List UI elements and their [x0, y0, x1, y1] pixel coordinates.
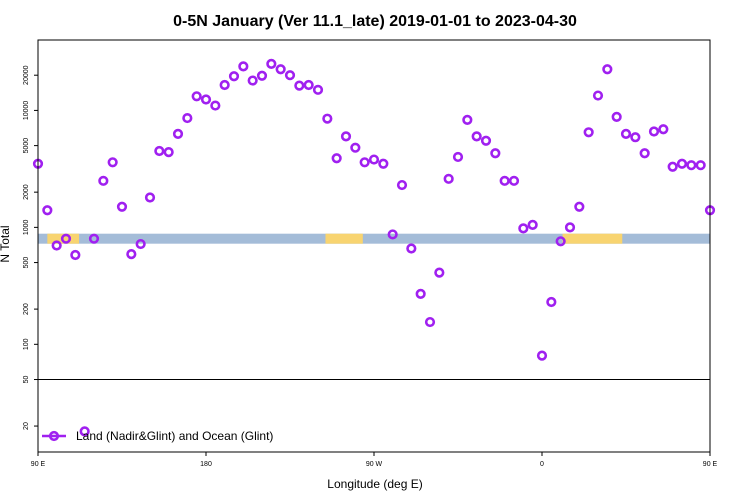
- data-point: [462, 114, 473, 125]
- legend: Land (Nadir&Glint) and Ocean (Glint): [42, 429, 273, 443]
- data-point: [266, 58, 277, 69]
- data-point: [592, 90, 604, 101]
- data-point: [611, 111, 622, 123]
- data-point: [135, 238, 146, 250]
- data-point: [331, 153, 342, 164]
- y-tick-label: 20: [23, 422, 30, 430]
- data-point: [98, 175, 109, 186]
- data-point: [620, 128, 632, 139]
- data-point: [574, 201, 585, 212]
- legend-marker: [48, 430, 60, 442]
- points-layer: [32, 58, 716, 437]
- data-point: [452, 151, 464, 163]
- x-tick-label: 90 E: [703, 461, 718, 468]
- data-point: [294, 80, 305, 91]
- land-segment: [562, 233, 623, 244]
- data-point: [144, 192, 156, 203]
- data-point: [406, 243, 417, 254]
- data-point: [256, 70, 268, 81]
- plot-frame: [37, 39, 711, 453]
- data-point: [200, 94, 212, 105]
- data-point: [107, 157, 118, 168]
- y-tick-label: 200: [23, 303, 30, 315]
- data-point: [583, 127, 594, 138]
- data-point: [695, 160, 706, 171]
- land-segment: [325, 233, 363, 244]
- data-point: [434, 267, 445, 278]
- y-axis-label: N Total: [0, 225, 12, 262]
- legend-label: Land (Nadir&Glint) and Ocean (Glint): [76, 429, 273, 443]
- data-point: [126, 249, 137, 260]
- y-tick-label: 1000: [23, 219, 30, 235]
- data-point: [378, 158, 389, 169]
- data-point: [602, 64, 613, 75]
- data-point: [42, 205, 53, 216]
- data-point: [163, 147, 174, 158]
- y-tick-label: 50: [23, 376, 30, 384]
- x-tick-label: 90 E: [31, 461, 46, 468]
- data-point: [219, 79, 230, 91]
- data-point: [368, 154, 380, 165]
- data-point: [70, 249, 81, 261]
- data-point: [508, 175, 520, 186]
- data-point: [51, 240, 62, 251]
- data-point: [686, 160, 697, 171]
- data-point: [490, 148, 501, 159]
- data-point: [555, 236, 566, 247]
- y-tick-label: 500: [23, 257, 30, 269]
- data-point: [527, 219, 538, 230]
- data-point: [536, 350, 548, 361]
- data-point: [79, 426, 90, 437]
- data-point: [210, 100, 221, 111]
- data-point: [396, 179, 408, 191]
- x-tick-label: 180: [200, 461, 212, 468]
- data-point: [238, 61, 249, 72]
- data-point: [518, 223, 529, 234]
- data-point: [415, 288, 426, 299]
- data-point: [303, 79, 314, 91]
- data-point: [471, 131, 482, 142]
- y-tick-label: 5000: [23, 138, 30, 154]
- data-point: [284, 70, 296, 81]
- data-point: [658, 124, 669, 135]
- data-point: [648, 126, 660, 137]
- data-point: [172, 128, 184, 139]
- x-tick-label: 0: [540, 461, 544, 468]
- y-tick-label: 100: [23, 338, 30, 350]
- data-point: [275, 64, 286, 75]
- y-tick-label: 10000: [23, 101, 30, 121]
- data-point: [247, 75, 258, 86]
- data-point: [499, 175, 510, 186]
- data-point: [191, 91, 202, 102]
- data-point: [182, 112, 193, 124]
- data-point: [387, 229, 398, 240]
- data-point: [88, 233, 100, 244]
- chart-title: 0-5N January (Ver 11.1_late) 2019-01-01 …: [173, 13, 577, 30]
- data-point: [424, 316, 436, 328]
- y-tick-label: 20000: [23, 65, 30, 85]
- data-point: [359, 157, 370, 168]
- data-point: [228, 71, 240, 82]
- x-axis-label: Longitude (deg E): [327, 477, 422, 491]
- y-tick-label: 2000: [23, 184, 30, 200]
- axis-layer: 20 50 100 200 500 1000 2000 5000 10000 20000 90 E 1…: [23, 65, 718, 468]
- data-point: [546, 296, 557, 308]
- data-point: [322, 113, 333, 124]
- data-point: [667, 161, 678, 172]
- data-point: [60, 233, 72, 244]
- data-point: [630, 132, 641, 143]
- data-point: [340, 131, 352, 142]
- x-tick-label: 90 W: [366, 461, 383, 468]
- data-point: [676, 158, 688, 169]
- data-point: [443, 173, 454, 184]
- data-point: [116, 201, 128, 212]
- ocean-band: [38, 233, 710, 244]
- data-point: [564, 222, 576, 233]
- data-point: [312, 84, 324, 95]
- data-point: [480, 135, 492, 146]
- data-point: [639, 148, 650, 159]
- data-point: [154, 145, 165, 157]
- data-point: [350, 142, 361, 153]
